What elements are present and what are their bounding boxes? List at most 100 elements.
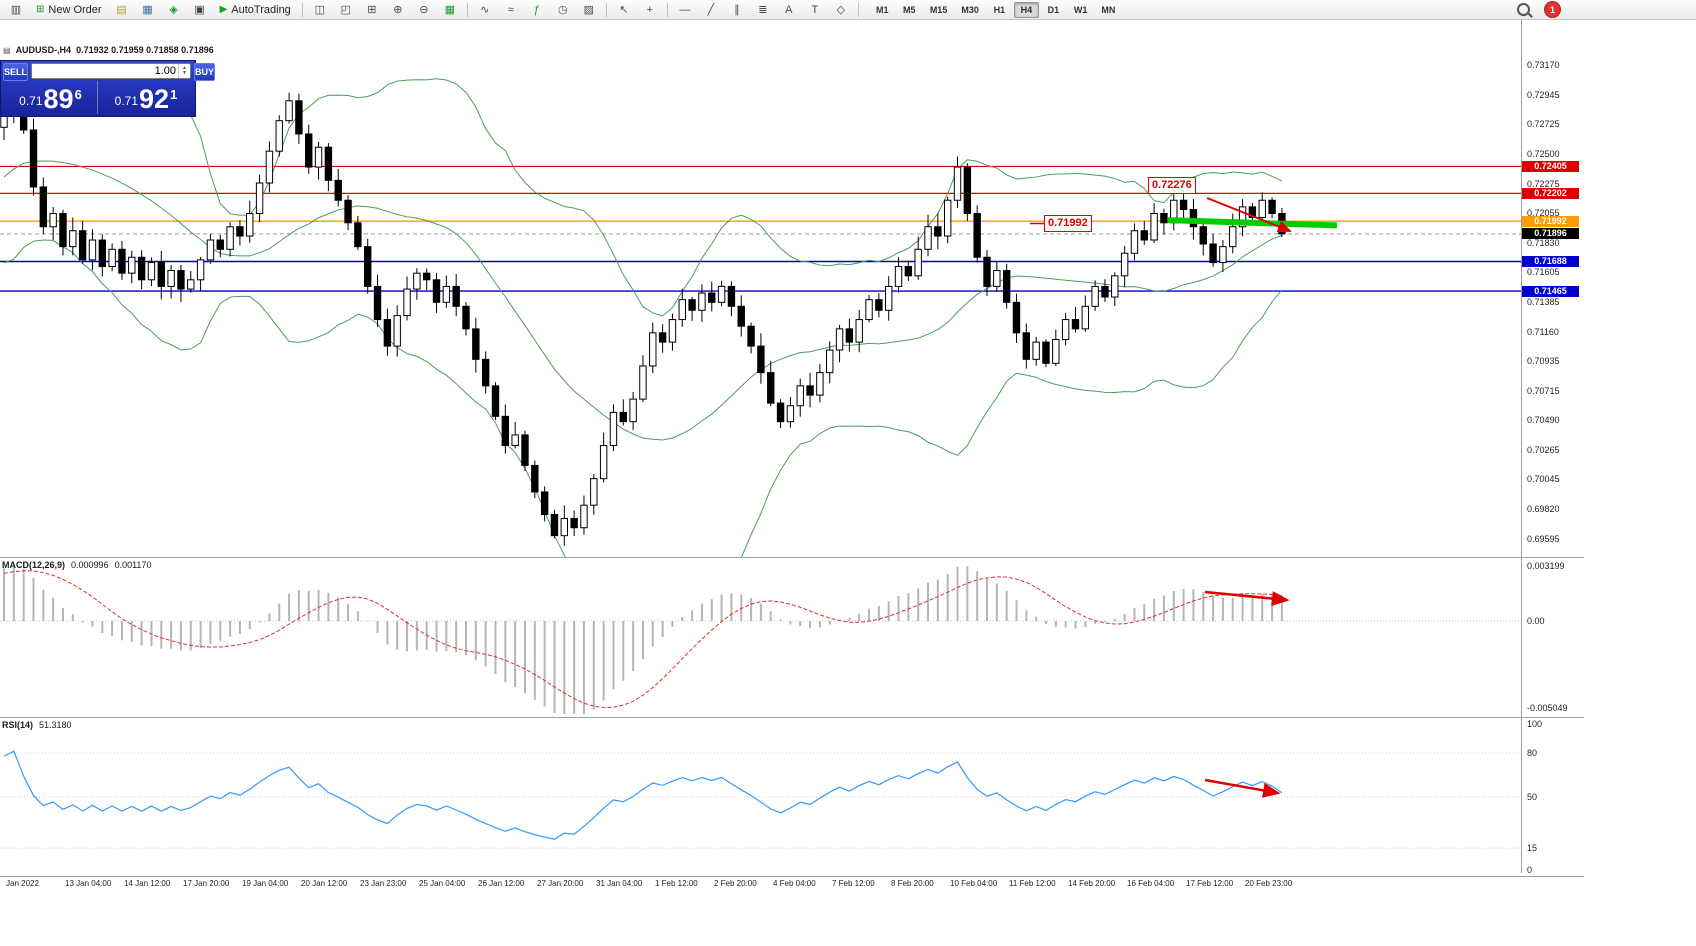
grid-icon[interactable]: ▦ bbox=[444, 4, 456, 16]
price-tag: 0.71896 bbox=[1522, 228, 1579, 240]
timeframe-m5[interactable]: M5 bbox=[903, 4, 916, 15]
price-axis-label: 0.71160 bbox=[1527, 326, 1559, 337]
ask-pip: 1 bbox=[170, 87, 178, 102]
add-indicator-icon[interactable]: ƒ bbox=[533, 3, 540, 16]
rsi-line bbox=[3, 750, 1283, 840]
macd-separator[interactable] bbox=[0, 557, 1584, 558]
entry-annotation[interactable]: 0.71992 bbox=[1044, 215, 1092, 232]
volume-stepper[interactable]: ▲ ▼ bbox=[178, 64, 190, 78]
time-axis-label: 4 Feb 04:00 bbox=[773, 879, 816, 888]
rsi-axis-label: 100 bbox=[1527, 719, 1543, 729]
stepper-up-icon[interactable]: ▲ bbox=[182, 65, 187, 71]
timeframe-m1[interactable]: M1 bbox=[876, 4, 889, 15]
macd-axis-label: 0.00 bbox=[1527, 616, 1545, 626]
timeframe-w1[interactable]: W1 bbox=[1073, 4, 1088, 15]
ask-price[interactable]: 0.71 92 1 bbox=[98, 81, 193, 114]
price-axis-label: 0.70045 bbox=[1527, 474, 1560, 485]
search-icon[interactable] bbox=[1511, 1, 1535, 19]
trendline-icon[interactable]: ╱ bbox=[707, 4, 715, 16]
cursor-icon[interactable]: ↖ bbox=[619, 4, 629, 16]
volume-input[interactable] bbox=[32, 65, 179, 77]
terminal-icon[interactable]: ▣ bbox=[194, 4, 205, 16]
sell-button[interactable]: SELL bbox=[3, 63, 29, 81]
label-tool-icon[interactable]: T bbox=[811, 3, 819, 16]
bid-prefix: 0.71 bbox=[19, 94, 43, 108]
text-tool-icon[interactable]: A bbox=[785, 3, 793, 16]
macd-axis-label: 0.003199 bbox=[1527, 560, 1565, 571]
time-axis-label: 17 Feb 12:00 bbox=[1186, 879, 1234, 888]
rsi-separator[interactable] bbox=[0, 717, 1584, 718]
macd-trend-arrow[interactable] bbox=[1204, 590, 1290, 607]
price-tag: 0.71992 bbox=[1522, 215, 1579, 227]
time-axis-label: 23 Jan 23:00 bbox=[360, 879, 407, 888]
timeframe-m15[interactable]: M15 bbox=[929, 4, 948, 15]
time-axis-label: 20 Jan 12:00 bbox=[301, 879, 348, 888]
timeframe-h1[interactable]: H1 bbox=[993, 4, 1006, 15]
horizontal-line-icon[interactable]: — bbox=[679, 3, 691, 16]
toolbar-separator bbox=[857, 2, 859, 17]
periods-icon[interactable]: ◷ bbox=[558, 4, 568, 16]
timeframe-h4[interactable]: H4 bbox=[1013, 1, 1039, 18]
volume-field: ▲ ▼ bbox=[31, 63, 192, 79]
autotrading-button[interactable]: ▶ AutoTrading bbox=[214, 2, 297, 18]
channel-icon[interactable]: ∥ bbox=[734, 4, 740, 16]
rsi-axis-label: 15 bbox=[1527, 843, 1538, 854]
toolbar-separator bbox=[666, 2, 668, 17]
time-axis-label: 7 Feb 12:00 bbox=[832, 879, 875, 888]
macd-name: MACD(12,26,9) bbox=[2, 560, 66, 570]
tile-windows-icon[interactable]: ⊞ bbox=[367, 4, 377, 16]
green-trendline[interactable] bbox=[1167, 217, 1338, 229]
buy-button[interactable]: BUY bbox=[194, 63, 216, 81]
templates-icon[interactable]: ▨ bbox=[583, 4, 595, 16]
chart-title-icon: ▤ bbox=[3, 45, 11, 55]
price-axis-label: 0.72725 bbox=[1527, 119, 1560, 129]
timeframe-m30[interactable]: M30 bbox=[961, 4, 979, 15]
toolbar-right-group: 1 bbox=[1510, 1, 1561, 19]
zoom-out-icon[interactable]: ⊖ bbox=[419, 4, 429, 16]
arrange-windows-icon[interactable]: ◫ bbox=[314, 4, 326, 16]
timeframe-d1[interactable]: D1 bbox=[1047, 4, 1060, 15]
charts-toolbar-icon[interactable]: ▥ bbox=[10, 4, 22, 16]
macd-main-value: 0.000996 bbox=[71, 560, 109, 570]
rsi-trend-arrow[interactable] bbox=[1204, 778, 1281, 798]
data-window-icon[interactable]: ▦ bbox=[142, 4, 153, 16]
price-axis-label: 0.73170 bbox=[1527, 60, 1560, 70]
crosshair-icon[interactable]: + bbox=[646, 3, 654, 16]
one-click-trading-panel: SELL ▲ ▼ BUY 0.71 89 6 0.71 bbox=[0, 60, 216, 117]
macd-panel[interactable] bbox=[0, 558, 1521, 717]
price-axis-label: 0.71385 bbox=[1527, 296, 1560, 307]
price-axis-label: 0.69820 bbox=[1527, 504, 1560, 515]
new-order-button[interactable]: ⊞ New Order bbox=[30, 2, 108, 18]
time-axis-label: 27 Jan 20:00 bbox=[537, 879, 584, 888]
rsi-panel[interactable] bbox=[0, 718, 1521, 876]
candles bbox=[0, 69, 1286, 546]
timeframe-mn[interactable]: MN bbox=[1101, 4, 1116, 15]
navigator-icon[interactable]: ◈ bbox=[169, 4, 178, 16]
cascade-windows-icon[interactable]: ◰ bbox=[340, 4, 352, 16]
market-watch-icon[interactable]: ▤ bbox=[116, 4, 127, 16]
red-trend-arrow[interactable] bbox=[1206, 197, 1292, 233]
time-axis-label: 20 Feb 23:00 bbox=[1245, 879, 1293, 888]
rsi-value: 51.3180 bbox=[39, 720, 72, 730]
price-axis-label: 0.71830 bbox=[1527, 237, 1560, 248]
zoom-in-icon[interactable]: ⊕ bbox=[393, 4, 403, 16]
chart-panel[interactable]: ▤ AUDUSD-,H4 0.71932 0.71959 0.71858 0.7… bbox=[0, 20, 1696, 946]
price-tag: 0.71688 bbox=[1522, 255, 1579, 267]
new-order-label: New Order bbox=[48, 3, 102, 16]
price-axis-label: 0.70490 bbox=[1527, 415, 1560, 426]
timeframe-group: M1 M5 M15 M30 H1 H4 D1 W1 MN bbox=[869, 1, 1123, 18]
price-axis-label: 0.70265 bbox=[1527, 445, 1560, 456]
ask-main: 92 bbox=[139, 84, 170, 115]
shapes-icon[interactable]: ◇ bbox=[836, 4, 846, 16]
notification-badge[interactable]: 1 bbox=[1544, 1, 1561, 18]
fibonacci-icon[interactable]: ≣ bbox=[758, 4, 768, 16]
indicators-icon[interactable]: ∿ bbox=[480, 4, 490, 16]
bid-price[interactable]: 0.71 89 6 bbox=[3, 81, 98, 114]
time-axis-label: 19 Jan 04:00 bbox=[242, 879, 289, 888]
toolbar-separator bbox=[301, 2, 303, 17]
stepper-down-icon[interactable]: ▼ bbox=[182, 70, 187, 76]
chart-symbol: AUDUSD-,H4 bbox=[15, 45, 72, 55]
main-chart[interactable] bbox=[0, 40, 1521, 557]
resistance-annotation[interactable]: 0.72276 bbox=[1148, 177, 1196, 194]
indicator-window-icon[interactable]: ≈ bbox=[507, 3, 514, 16]
